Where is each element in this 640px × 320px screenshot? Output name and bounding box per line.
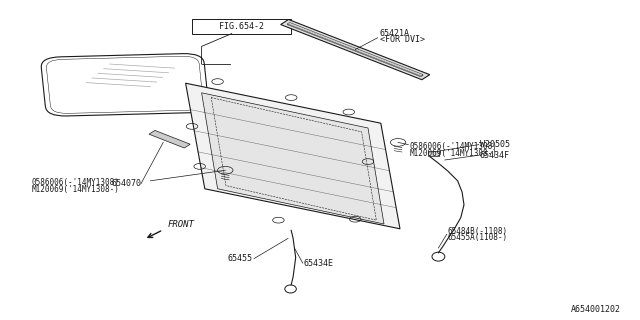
Bar [428, 151, 439, 156]
Text: M120069('14MY1308-): M120069('14MY1308-) [32, 185, 120, 194]
Text: 65434E: 65434E [304, 259, 334, 268]
Polygon shape [149, 131, 190, 148]
Bar [192, 19, 291, 34]
Text: 65484B(-1108): 65484B(-1108) [448, 227, 508, 236]
Text: 65434F: 65434F [480, 151, 510, 160]
Text: A654001202: A654001202 [571, 305, 621, 314]
Text: 654070: 654070 [112, 180, 142, 188]
Text: 65455A(1108-): 65455A(1108-) [448, 233, 508, 242]
Text: 0586006(-'14MY1308): 0586006(-'14MY1308) [410, 142, 497, 151]
Polygon shape [287, 23, 423, 77]
Ellipse shape [285, 285, 296, 293]
Polygon shape [202, 93, 384, 224]
Text: <FOR DVI>: <FOR DVI> [380, 36, 424, 44]
Text: 65421A: 65421A [380, 29, 410, 38]
Text: 0586006(-'14MY1308): 0586006(-'14MY1308) [32, 178, 120, 187]
Ellipse shape [432, 252, 445, 261]
Text: 65455: 65455 [228, 254, 253, 263]
Text: W20505: W20505 [480, 140, 510, 149]
Text: FIG.654-2: FIG.654-2 [219, 22, 264, 31]
FancyBboxPatch shape [41, 54, 209, 116]
Polygon shape [281, 20, 429, 80]
Text: FRONT: FRONT [168, 220, 195, 229]
Text: M120069('14MY1308-): M120069('14MY1308-) [410, 149, 497, 158]
Polygon shape [186, 83, 400, 229]
Polygon shape [287, 22, 423, 76]
